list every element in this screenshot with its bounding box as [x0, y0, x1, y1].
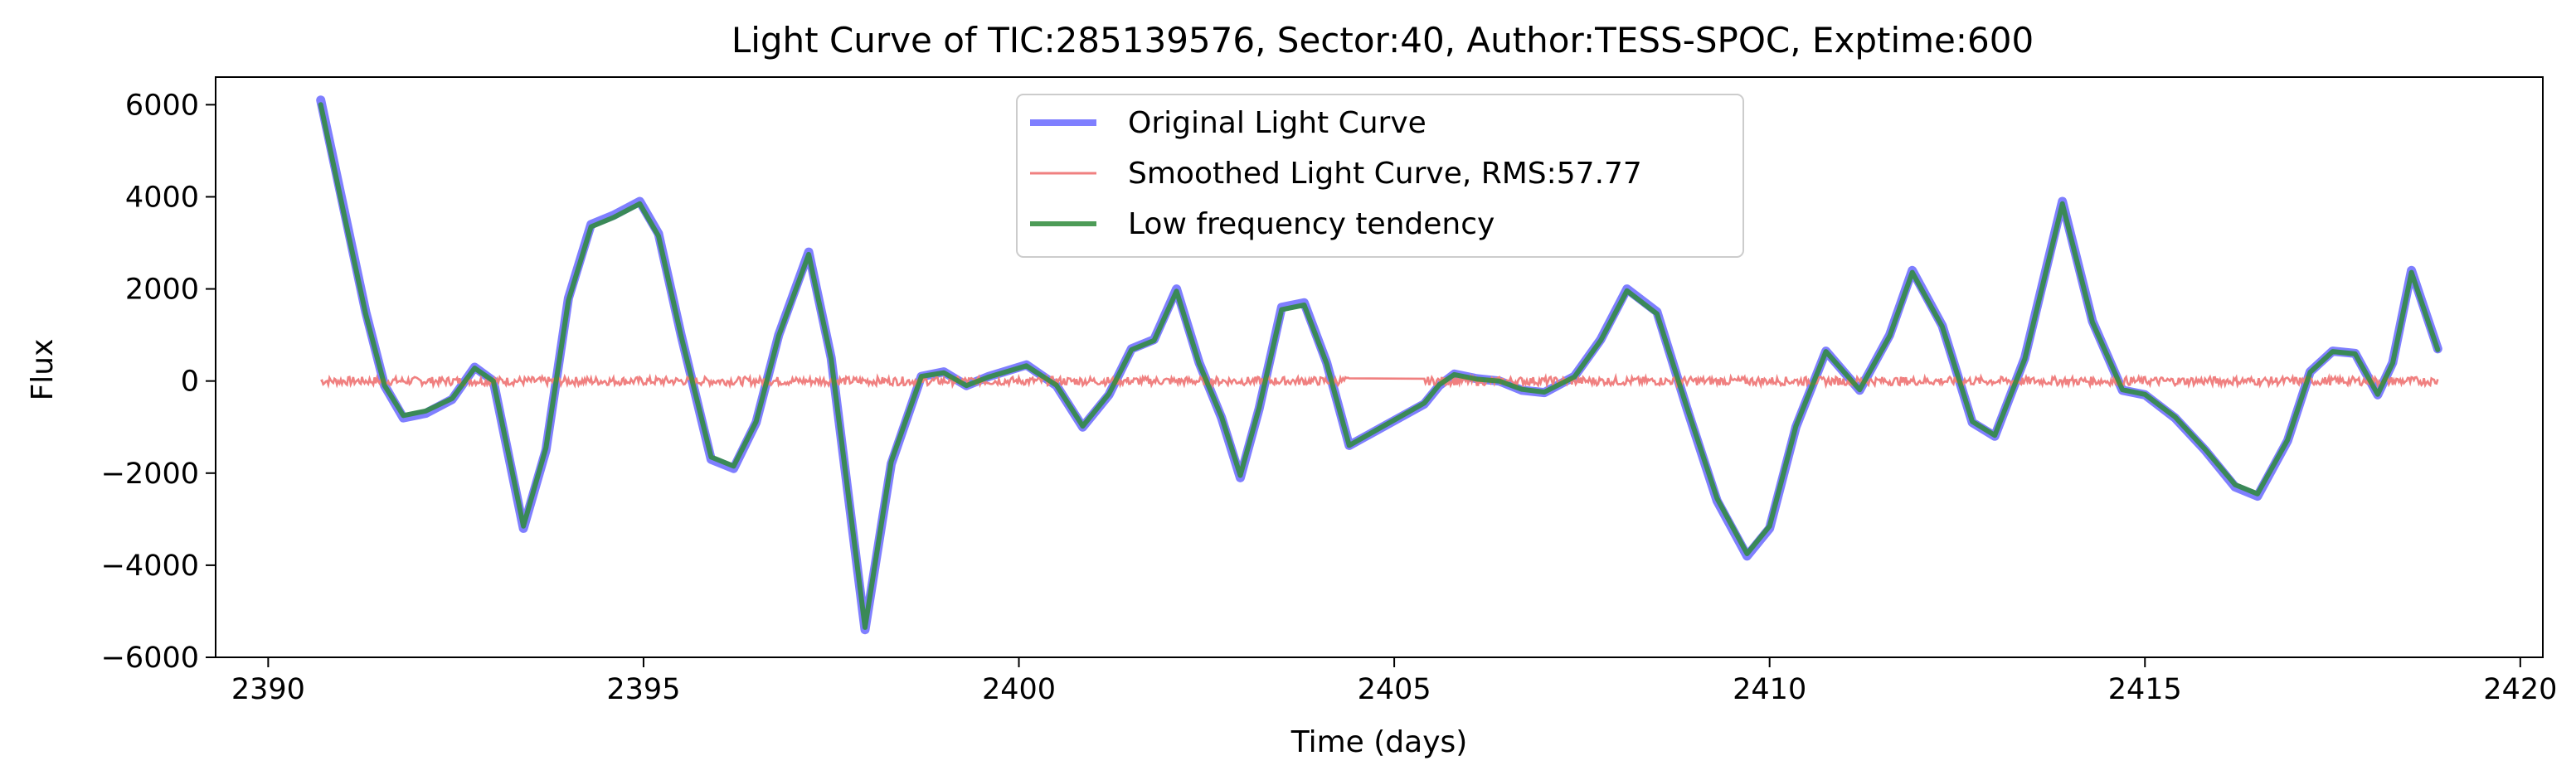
y-tick-label: 2000: [125, 274, 199, 307]
legend-frame: [1016, 94, 1744, 258]
y-tick-label: −2000: [101, 458, 199, 491]
legend: Original Light Curve Smoothed Light Curve…: [1016, 94, 1744, 258]
x-tick-label: 2415: [2108, 673, 2182, 706]
legend-label: Smoothed Light Curve, RMS:57.77: [1128, 157, 1642, 191]
x-axis-label: Time (days): [1290, 725, 1468, 759]
y-axis-label: Flux: [26, 339, 60, 401]
x-tick-label: 2395: [606, 673, 680, 706]
x-tick-label: 2400: [982, 673, 1056, 706]
x-tick-label: 2410: [1733, 673, 1806, 706]
chart-title: Light Curve of TIC:285139576, Sector:40,…: [731, 20, 2034, 61]
y-axis: −6000 −4000 −2000 0 2000 4000 6000: [101, 89, 216, 675]
series-low-frequency-tendency: [318, 102, 2441, 630]
y-tick-label: −4000: [101, 550, 199, 583]
x-tick-label: 2420: [2483, 673, 2557, 706]
series-smoothed-light-curve: [320, 372, 2439, 390]
x-tick-label: 2405: [1358, 673, 1431, 706]
axes-frame: [215, 76, 2544, 658]
y-tick-label: 4000: [125, 181, 199, 214]
y-tick-label: 0: [181, 366, 199, 399]
series-layer: [316, 95, 2442, 635]
y-tick-label: 6000: [125, 89, 199, 122]
x-axis: 2390 2395 2400 2405 2410 2415 2420: [231, 657, 2557, 706]
legend-label: Low frequency tendency: [1128, 207, 1495, 241]
legend-label: Original Light Curve: [1128, 106, 1427, 140]
x-tick-label: 2390: [231, 673, 305, 706]
plot-area: [215, 76, 2544, 658]
y-tick-label: −6000: [101, 642, 199, 675]
